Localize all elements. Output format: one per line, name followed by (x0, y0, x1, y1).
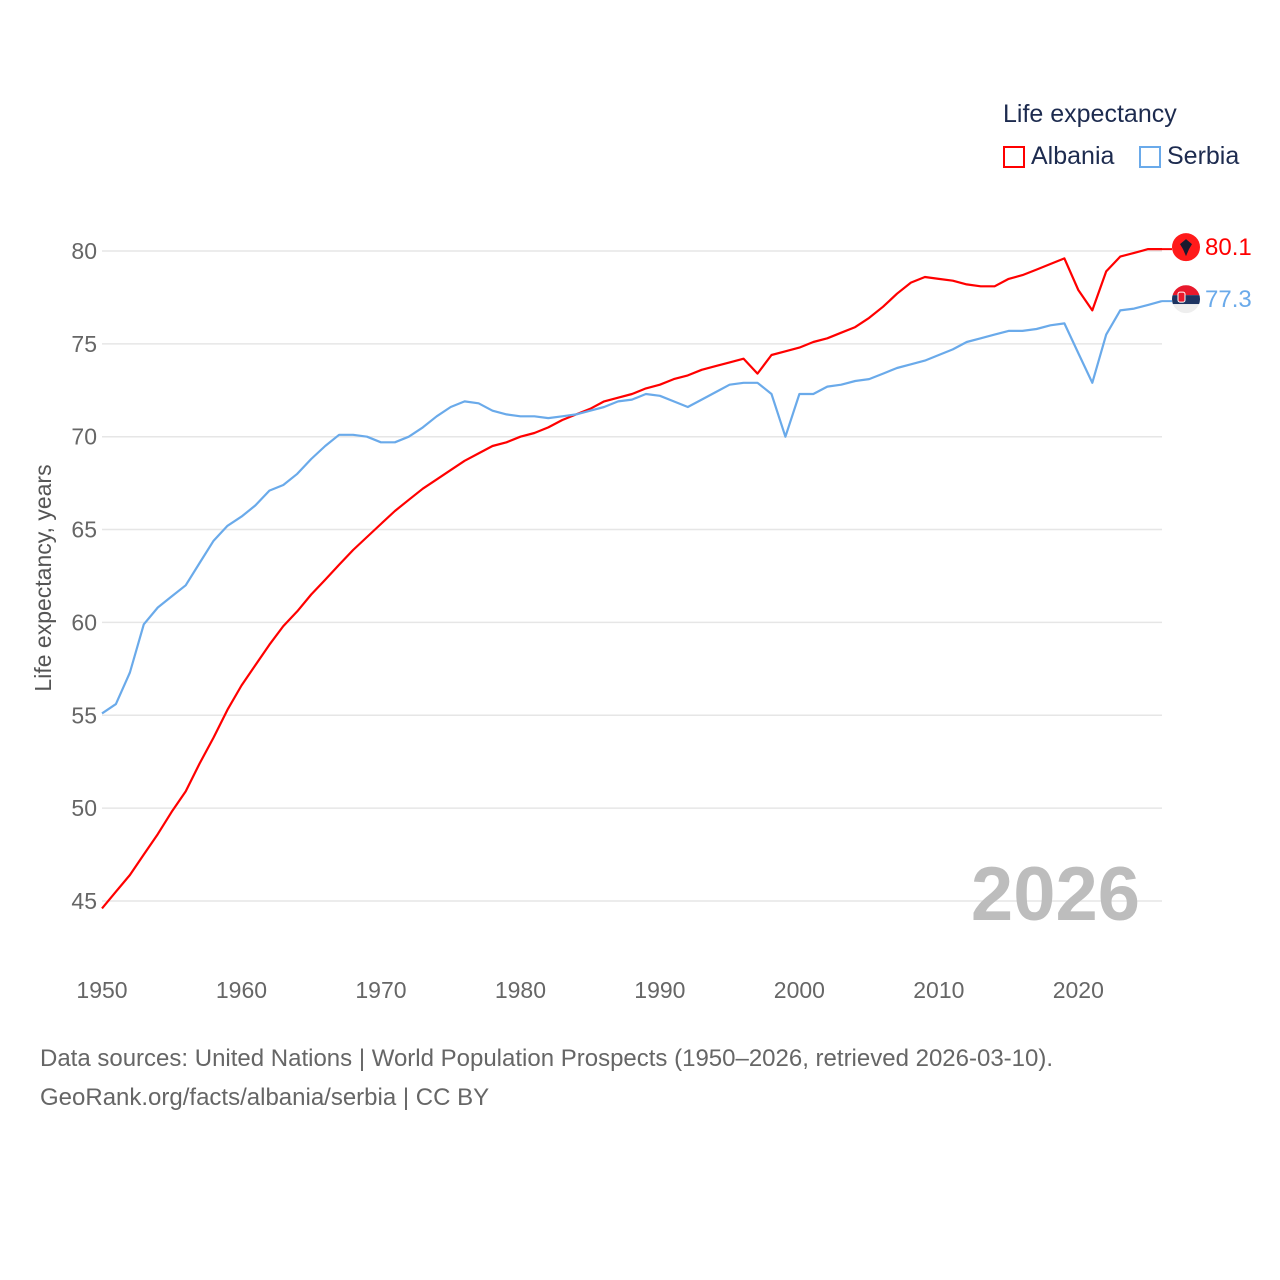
x-tick-label: 1960 (216, 977, 267, 1003)
legend-label-albania: Albania (1031, 142, 1115, 170)
y-tick-label: 65 (71, 517, 97, 543)
y-tick-label: 80 (71, 238, 97, 264)
x-tick-label: 1950 (76, 977, 127, 1003)
footer-sources: Data sources: United Nations | World Pop… (40, 1045, 1054, 1072)
serbia-flag-icon (1172, 285, 1200, 314)
series-lines (101, 248, 1163, 910)
grid-lines (102, 250, 1162, 902)
y-axis-label: Life expectancy, years (30, 464, 56, 691)
x-tick-label: 1970 (355, 977, 406, 1003)
current-year-label: 2026 (971, 852, 1140, 937)
y-tick-label: 75 (71, 331, 97, 357)
legend-label-serbia: Serbia (1167, 142, 1240, 170)
y-tick-label: 70 (71, 424, 97, 450)
x-tick-label: 2010 (913, 977, 964, 1003)
x-tick-label: 1990 (634, 977, 685, 1003)
y-tick-label: 60 (71, 609, 97, 635)
y-tick-label: 50 (71, 795, 97, 821)
x-axis-ticks: 1950 1960 1970 1980 1990 2000 2010 2020 (76, 977, 1103, 1003)
end-value-label-albania: 80.1 (1205, 234, 1252, 261)
series-line-albania (101, 248, 1162, 910)
x-tick-label: 2020 (1053, 977, 1104, 1003)
legend-swatch-albania (1003, 145, 1025, 168)
legend-item-albania[interactable]: Albania (1003, 142, 1114, 171)
x-tick-label: 1980 (495, 977, 546, 1003)
footer-attribution: GeoRank.org/facts/albania/serbia | CC BY (40, 1084, 490, 1111)
x-tick-label: 2000 (774, 977, 825, 1003)
series-line-serbia (101, 300, 1163, 715)
legend-title: Life expectancy (1003, 100, 1177, 128)
legend-item-serbia[interactable]: Serbia (1139, 142, 1239, 171)
y-tick-label: 45 (71, 888, 97, 914)
series-end-markers: 80.1 77.3 (1162, 233, 1252, 314)
y-axis-ticks: 45 50 55 60 65 70 75 80 (71, 238, 97, 914)
y-tick-label: 55 (71, 702, 97, 728)
albania-flag-icon (1172, 233, 1200, 262)
end-value-label-serbia: 77.3 (1205, 286, 1252, 313)
legend-swatch-serbia (1139, 145, 1161, 168)
